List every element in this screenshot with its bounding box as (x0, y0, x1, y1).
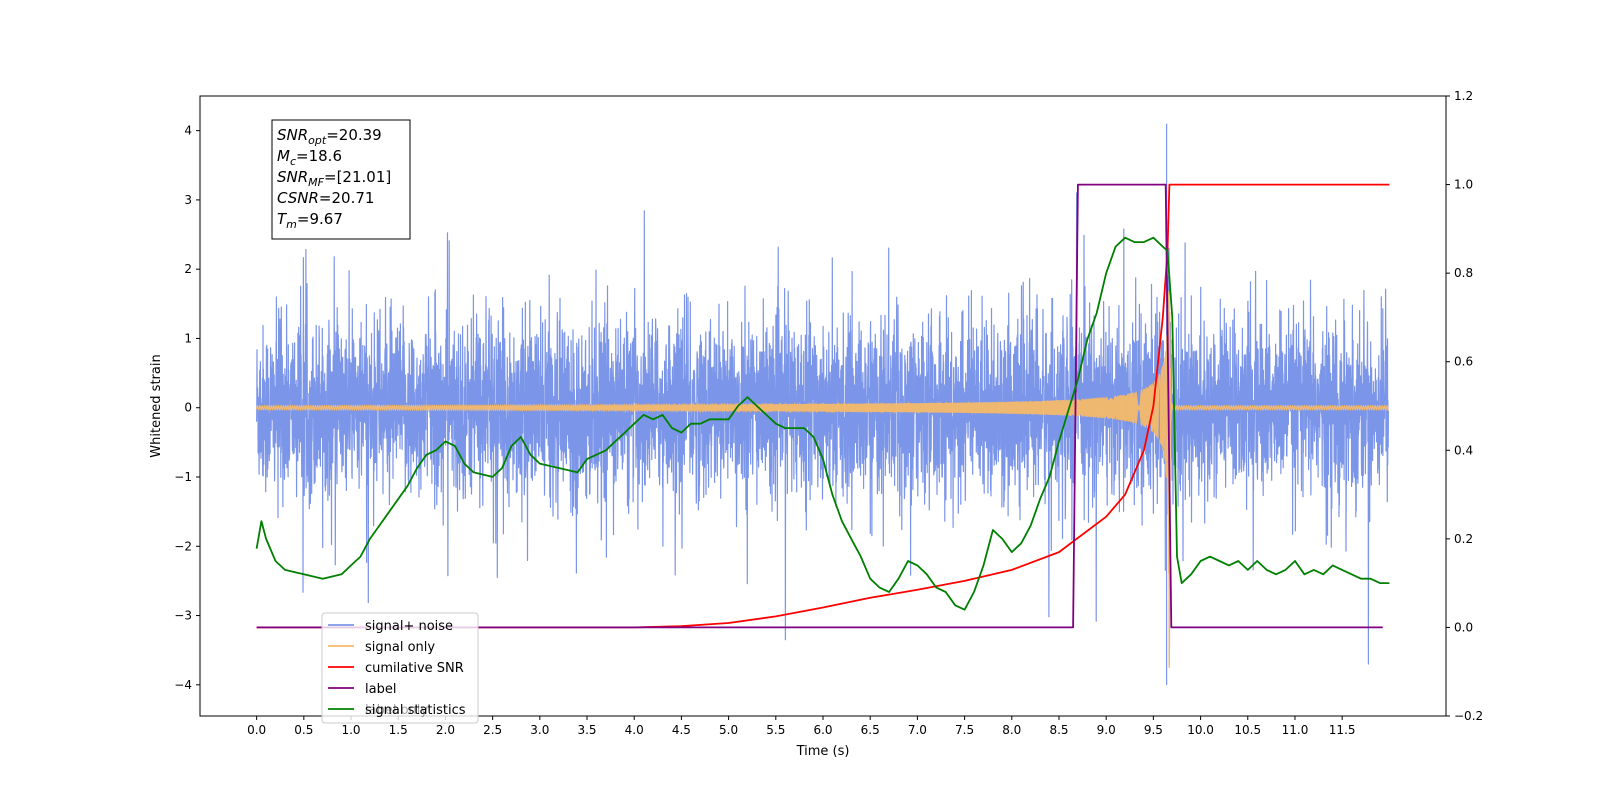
x-tick-label: 7.5 (955, 723, 974, 737)
y-tick-label: 0 (184, 401, 192, 415)
annotation-symbol: M (277, 147, 290, 165)
y2-tick-label: 0.2 (1454, 532, 1473, 546)
annotation-line: CSNR=20.71 (277, 189, 374, 207)
legend-entry: signal+ noise (365, 619, 453, 634)
annotation-value: =[21.01] (324, 168, 391, 186)
series-line-signal-statistics (255, 236, 1390, 611)
annotation-value: =9.67 (297, 210, 343, 228)
legend-entry: label (365, 682, 396, 697)
y-tick-label: −1 (174, 470, 192, 484)
legend-entry: signal only (365, 640, 435, 655)
annotation-value: =20.39 (326, 126, 382, 144)
x-tick-label: 2.5 (483, 723, 502, 737)
y-tick-label: 3 (184, 193, 192, 207)
y2-tick-label: 0.6 (1454, 355, 1473, 369)
y2-tick-label: 1.2 (1454, 89, 1473, 103)
annotation-subscript: m (286, 218, 297, 231)
x-tick-label: 6.0 (813, 723, 832, 737)
annotation-line: SNRopt=20.39 (277, 126, 382, 147)
x-tick-label: 10.0 (1187, 723, 1214, 737)
x-tick-label: 1.5 (389, 723, 408, 737)
x-tick-label: 8.0 (1002, 723, 1021, 737)
y-tick-label: −3 (174, 609, 192, 623)
x-tick-label: 8.5 (1049, 723, 1068, 737)
x-tick-label: 0.0 (247, 723, 266, 737)
x-tick-label: 4.0 (625, 723, 644, 737)
series-line-signal-only (256, 290, 1389, 668)
y2-tick-label: −0.2 (1454, 709, 1483, 723)
x-tick-label: 5.0 (719, 723, 738, 737)
x-tick-label: 2.0 (436, 723, 455, 737)
annotation-subscript: MF (308, 176, 324, 189)
x-tick-label: 11.0 (1282, 723, 1309, 737)
annotation-symbol: T (277, 210, 288, 228)
y-tick-label: −4 (174, 678, 192, 692)
annotation-symbol: SNR (277, 126, 308, 144)
series-layer (255, 123, 1390, 685)
legend-entry: cumilative SNR (365, 661, 464, 676)
x-tick-label: 11.5 (1329, 723, 1356, 737)
y-axis-right: −0.2 0.0 0.2 0.4 0.6 0.8 1.0 1.2 (1446, 89, 1483, 723)
y-axis-label: Whitened strain (149, 354, 164, 457)
x-tick-label: 9.5 (1144, 723, 1163, 737)
annotation-symbol: SNR (277, 168, 308, 186)
x-tick-label: 7.0 (908, 723, 927, 737)
legend-entry-faint: label only (365, 703, 428, 718)
y2-tick-label: 1.0 (1454, 178, 1473, 192)
annotation-line: Tm=9.67 (277, 210, 343, 231)
y-tick-label: −2 (174, 539, 192, 553)
x-tick-label: 6.5 (861, 723, 880, 737)
y2-tick-label: 0.0 (1454, 620, 1473, 634)
annotation-value: =20.71 (319, 189, 375, 207)
x-tick-label: 9.0 (1097, 723, 1116, 737)
x-tick-label: 10.5 (1234, 723, 1261, 737)
annotation-frame (271, 119, 411, 240)
x-tick-label: 3.5 (577, 723, 596, 737)
annotation-subscript: opt (308, 134, 327, 147)
legend-frame (321, 612, 479, 724)
y2-tick-label: 0.4 (1454, 443, 1473, 457)
annotation-subscript: c (290, 155, 296, 168)
annotation-symbol: CSNR (277, 189, 319, 207)
annotation-line: SNRMF=[21.01] (277, 168, 391, 189)
x-tick-label: 1.0 (341, 723, 360, 737)
legend-entry: signal statistics (365, 703, 466, 718)
legend: signal+ noise signal only cumilative SNR la… (321, 612, 479, 724)
series-line-label (256, 183, 1383, 629)
x-tick-label: 4.5 (672, 723, 691, 737)
y2-tick-label: 0.8 (1454, 266, 1473, 280)
y-axis-left: −4 −3 −2 −1 0 1 2 3 4 (174, 124, 200, 692)
annotation-line: Mc=18.6 (277, 147, 342, 168)
annotation-box: SNRopt=20.39Mc=18.6SNRMF=[21.01]CSNR=20.… (271, 119, 411, 240)
y-tick-label: 1 (184, 331, 192, 345)
y-tick-label: 4 (184, 124, 192, 138)
x-tick-label: 3.0 (530, 723, 549, 737)
x-tick-label: 0.5 (294, 723, 313, 737)
x-axis: 0.0 0.5 1.0 1.5 2.0 2.5 3.0 3.5 4.0 4.5 5.0 5.5 6.0 6… (247, 716, 1356, 737)
x-tick-label: 5.5 (766, 723, 785, 737)
x-axis-label: Time (s) (796, 744, 850, 759)
annotation-value: =18.6 (296, 147, 342, 165)
y-tick-label: 2 (184, 262, 192, 276)
